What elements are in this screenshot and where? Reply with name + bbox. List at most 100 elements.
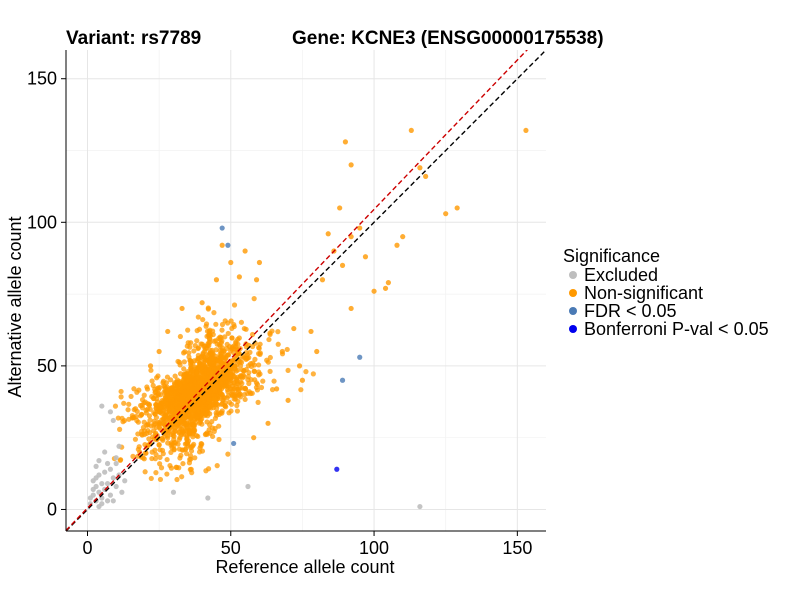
data-point-nonsignificant xyxy=(269,328,275,334)
data-point-excluded xyxy=(122,478,128,484)
data-point-nonsignificant xyxy=(265,359,271,365)
data-point-nonsignificant xyxy=(131,386,137,392)
data-point-nonsignificant xyxy=(157,384,163,391)
data-point-nonsignificant xyxy=(247,390,254,397)
data-point-bonferroni-p-val-0-05 xyxy=(334,466,340,472)
data-point-non-significant-outliers xyxy=(423,173,429,179)
data-point-excluded xyxy=(417,503,423,510)
chart-title-variant: Variant: rs7789 xyxy=(66,28,201,49)
data-point-nonsignificant xyxy=(250,360,256,366)
data-point-nonsignificant xyxy=(192,380,198,387)
data-point-nonsignificant xyxy=(164,456,170,463)
data-point-nonsignificant xyxy=(137,449,143,455)
data-point-excluded xyxy=(99,481,105,487)
data-point-nonsignificant xyxy=(205,390,212,397)
data-point-nonsignificant xyxy=(186,411,192,417)
data-point-nonsignificant xyxy=(238,373,245,380)
data-point-nonsignificant xyxy=(214,363,220,369)
data-point-nonsignificant xyxy=(219,321,226,328)
data-point-nonsignificant xyxy=(172,373,178,379)
data-point-nonsignificant xyxy=(238,319,245,325)
data-point-nonsignificant xyxy=(205,466,212,472)
data-point-non-significant-outliers xyxy=(342,139,349,145)
data-point-nonsignificant xyxy=(177,387,184,394)
data-point-excluded xyxy=(104,460,111,467)
data-point-nonsignificant xyxy=(242,396,248,403)
data-point-non-significant-outliers xyxy=(308,328,314,335)
legend-key-fdr-0-05 xyxy=(569,307,577,315)
data-point-nonsignificant xyxy=(229,358,235,364)
data-point-nonsignificant xyxy=(205,306,211,312)
data-point-nonsignificant xyxy=(233,340,239,347)
data-point-non-significant-outliers xyxy=(443,211,449,217)
data-point-nonsignificant xyxy=(138,413,144,419)
data-point-nonsignificant xyxy=(231,380,237,386)
data-point-nonsignificant xyxy=(171,442,177,448)
data-point-nonsignificant xyxy=(218,410,224,416)
data-point-excluded xyxy=(170,489,177,495)
data-point-excluded xyxy=(113,455,119,461)
data-point-nonsignificant xyxy=(237,363,244,369)
data-point-fdr-0-05 xyxy=(225,242,231,248)
data-point-nonsignificant xyxy=(132,436,139,442)
data-point-nonsignificant xyxy=(147,406,153,412)
data-point-nonsignificant xyxy=(193,370,199,376)
legend: Significance ExcludedNon-significantFDR … xyxy=(563,246,769,339)
data-point-nonsignificant xyxy=(207,355,213,362)
data-point-nonsignificant xyxy=(190,443,196,449)
data-point-nonsignificant xyxy=(232,394,239,400)
data-point-non-significant-outliers xyxy=(253,277,260,283)
data-point-nonsignificant xyxy=(160,378,167,384)
data-point-nonsignificant xyxy=(231,302,238,308)
data-point-nonsignificant xyxy=(239,380,245,386)
data-point-nonsignificant xyxy=(157,409,163,415)
data-point-nonsignificant xyxy=(225,320,231,326)
data-point-nonsignificant xyxy=(115,415,121,421)
data-point-nonsignificant xyxy=(275,341,281,347)
data-point-nonsignificant xyxy=(190,396,196,402)
data-point-nonsignificant xyxy=(179,447,186,453)
data-point-nonsignificant xyxy=(235,347,241,353)
data-point-non-significant-outliers xyxy=(362,254,369,260)
data-point-nonsignificant xyxy=(175,358,181,365)
data-point-excluded xyxy=(110,475,116,481)
data-point-nonsignificant xyxy=(221,349,227,355)
data-point-nonsignificant xyxy=(188,448,195,454)
data-point-excluded xyxy=(113,483,119,490)
data-point-nonsignificant xyxy=(153,402,159,408)
data-point-nonsignificant xyxy=(211,310,217,316)
data-point-nonsignificant xyxy=(185,438,192,444)
data-point-nonsignificant xyxy=(256,369,262,375)
data-point-nonsignificant xyxy=(228,364,234,370)
data-point-non-significant-outliers xyxy=(179,305,185,312)
x-tick-label: 100 xyxy=(359,538,389,558)
data-point-nonsignificant xyxy=(218,356,224,362)
data-point-non-significant-outliers xyxy=(274,386,280,392)
data-point-nonsignificant xyxy=(215,383,221,389)
data-point-nonsignificant xyxy=(185,327,191,333)
data-point-nonsignificant xyxy=(183,406,190,412)
data-point-nonsignificant xyxy=(186,389,192,395)
data-point-nonsignificant xyxy=(135,419,141,425)
data-point-nonsignificant xyxy=(214,463,220,469)
data-point-nonsignificant xyxy=(192,455,198,461)
data-point-nonsignificant xyxy=(178,432,184,438)
data-point-nonsignificant xyxy=(146,402,152,408)
legend-label: Bonferroni P-val < 0.05 xyxy=(584,319,769,339)
data-point-nonsignificant xyxy=(138,454,144,460)
data-point-non-significant-outliers xyxy=(256,259,263,266)
data-point-nonsignificant xyxy=(245,377,251,383)
data-point-non-significant-outliers xyxy=(147,363,154,369)
data-point-nonsignificant xyxy=(136,387,142,393)
data-point-nonsignificant xyxy=(187,372,193,379)
data-point-excluded xyxy=(205,495,211,501)
data-point-excluded xyxy=(119,489,125,495)
data-point-nonsignificant xyxy=(271,378,277,384)
data-point-nonsignificant xyxy=(195,314,201,320)
data-point-nonsignificant xyxy=(112,403,119,409)
data-point-nonsignificant xyxy=(177,333,183,340)
data-point-nonsignificant xyxy=(162,384,168,390)
data-point-nonsignificant xyxy=(233,384,239,391)
data-point-nonsignificant xyxy=(121,400,127,406)
